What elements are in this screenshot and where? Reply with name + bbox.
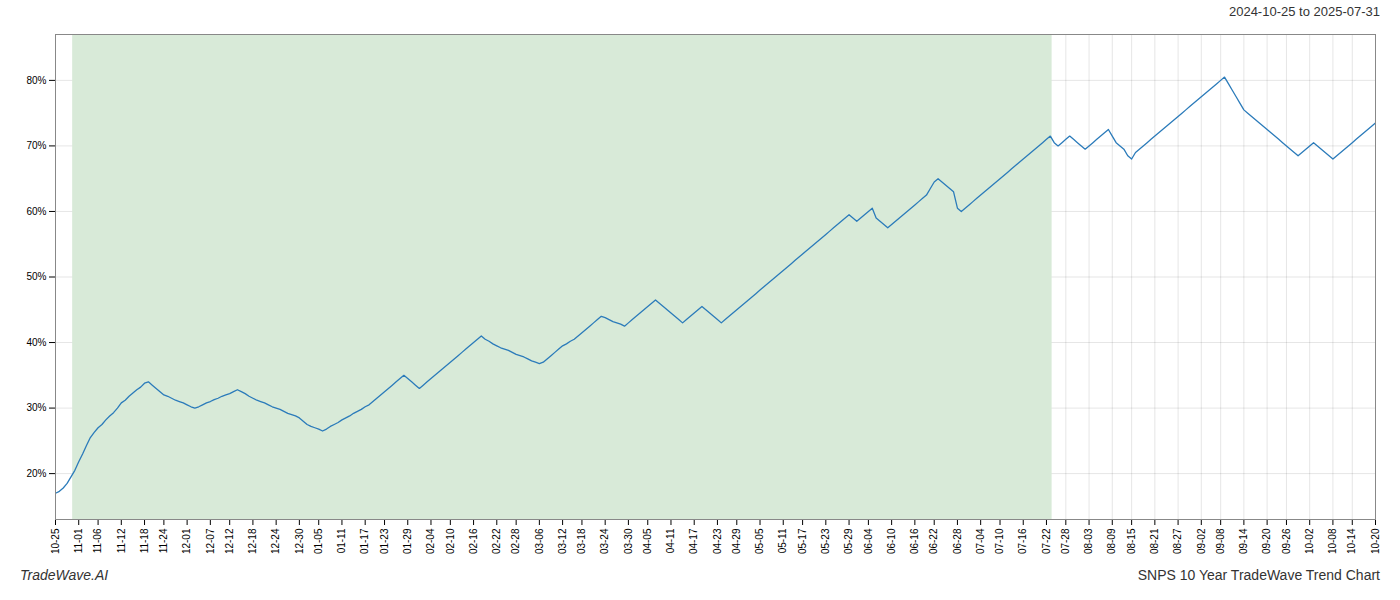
svg-text:06-16: 06-16 xyxy=(909,528,920,554)
svg-text:06-04: 06-04 xyxy=(863,528,874,554)
svg-text:03-12: 03-12 xyxy=(557,528,568,554)
svg-text:11-01: 11-01 xyxy=(73,528,84,553)
svg-text:05-17: 05-17 xyxy=(797,528,808,554)
svg-text:02-10: 02-10 xyxy=(445,528,456,554)
svg-text:01-11: 01-11 xyxy=(336,528,347,553)
svg-text:11-18: 11-18 xyxy=(139,528,150,553)
svg-text:09-08: 09-08 xyxy=(1215,528,1226,554)
svg-text:04-11: 04-11 xyxy=(665,528,676,553)
svg-text:50%: 50% xyxy=(26,271,46,282)
svg-text:10-08: 10-08 xyxy=(1327,528,1338,554)
svg-text:06-22: 06-22 xyxy=(928,528,939,554)
svg-text:05-05: 05-05 xyxy=(754,528,765,554)
svg-text:05-23: 05-23 xyxy=(820,528,831,554)
html-text:2024-10-25 to 2025-07-31: 2024-10-25 to 2025-07-31 xyxy=(1228,4,1380,19)
svg-text:02-16: 02-16 xyxy=(468,528,479,554)
svg-text:02-22: 02-22 xyxy=(491,528,502,554)
html-text:TradeWave.AI: TradeWave.AI xyxy=(20,567,109,583)
svg-text:03-30: 03-30 xyxy=(623,528,634,554)
svg-text:40%: 40% xyxy=(26,337,46,348)
svg-text:06-28: 06-28 xyxy=(952,528,963,554)
svg-text:10-25: 10-25 xyxy=(50,528,61,554)
svg-text:07-22: 07-22 xyxy=(1041,528,1052,554)
svg-text:70%: 70% xyxy=(26,140,46,151)
svg-text:60%: 60% xyxy=(26,206,46,217)
svg-text:01-23: 01-23 xyxy=(379,528,390,554)
svg-text:03-06: 03-06 xyxy=(534,528,545,554)
svg-text:11-06: 11-06 xyxy=(92,528,103,553)
svg-text:11-12: 11-12 xyxy=(116,528,127,553)
svg-text:12-30: 12-30 xyxy=(294,528,305,554)
svg-text:03-24: 03-24 xyxy=(599,528,610,554)
svg-text:07-10: 07-10 xyxy=(994,528,1005,554)
svg-text:10-14: 10-14 xyxy=(1346,528,1357,554)
svg-text:04-17: 04-17 xyxy=(688,528,699,554)
svg-text:12-01: 12-01 xyxy=(181,528,192,554)
html-text:SNPS 10 Year TradeWave Trend C: SNPS 10 Year TradeWave Trend Chart xyxy=(1137,567,1380,583)
svg-text:04-23: 04-23 xyxy=(712,528,723,554)
svg-text:01-05: 01-05 xyxy=(313,528,324,554)
svg-text:05-11: 05-11 xyxy=(777,528,788,553)
svg-text:01-29: 01-29 xyxy=(402,528,413,554)
svg-text:30%: 30% xyxy=(26,402,46,413)
svg-text:02-28: 02-28 xyxy=(510,528,521,554)
svg-text:05-29: 05-29 xyxy=(843,528,854,554)
svg-text:08-03: 08-03 xyxy=(1083,528,1094,554)
svg-text:12-24: 12-24 xyxy=(270,528,281,554)
svg-text:09-02: 09-02 xyxy=(1196,528,1207,554)
svg-text:80%: 80% xyxy=(26,75,46,86)
svg-text:09-26: 09-26 xyxy=(1281,528,1292,554)
svg-text:03-18: 03-18 xyxy=(576,528,587,554)
svg-text:07-28: 07-28 xyxy=(1060,528,1071,554)
svg-text:10-02: 10-02 xyxy=(1304,528,1315,554)
svg-text:07-04: 07-04 xyxy=(975,528,986,554)
svg-text:08-27: 08-27 xyxy=(1172,528,1183,554)
svg-text:01-17: 01-17 xyxy=(359,528,370,554)
svg-text:06-10: 06-10 xyxy=(886,528,897,554)
svg-text:10-20: 10-20 xyxy=(1370,528,1381,554)
svg-text:09-14: 09-14 xyxy=(1238,528,1249,554)
svg-text:20%: 20% xyxy=(26,468,46,479)
svg-text:12-18: 12-18 xyxy=(247,528,258,554)
svg-text:12-07: 12-07 xyxy=(205,528,216,554)
svg-text:07-16: 07-16 xyxy=(1017,528,1028,554)
svg-text:04-29: 04-29 xyxy=(731,528,742,554)
svg-text:08-09: 08-09 xyxy=(1106,528,1117,554)
svg-text:11-24: 11-24 xyxy=(158,528,169,553)
svg-text:08-21: 08-21 xyxy=(1149,528,1160,554)
svg-text:08-15: 08-15 xyxy=(1126,528,1137,554)
svg-text:04-05: 04-05 xyxy=(642,528,653,554)
svg-text:12-12: 12-12 xyxy=(224,528,235,554)
svg-text:09-20: 09-20 xyxy=(1261,528,1272,554)
svg-text:02-04: 02-04 xyxy=(425,528,436,554)
